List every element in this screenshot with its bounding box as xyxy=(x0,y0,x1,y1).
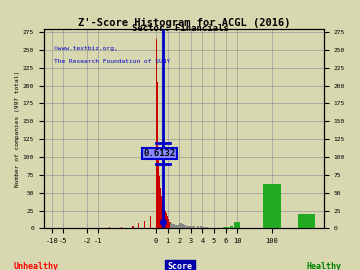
Text: Unhealthy: Unhealthy xyxy=(14,262,58,270)
Bar xyxy=(159,176,160,228)
Bar xyxy=(234,222,240,228)
Bar xyxy=(166,214,167,228)
Bar xyxy=(172,224,175,228)
Bar xyxy=(164,206,165,228)
Bar xyxy=(298,214,315,228)
Title: Z'-Score Histogram for ACGL (2016): Z'-Score Histogram for ACGL (2016) xyxy=(78,18,290,28)
Bar xyxy=(181,224,184,228)
Bar xyxy=(144,221,145,228)
Bar xyxy=(189,226,191,228)
Bar xyxy=(263,184,280,228)
Bar xyxy=(226,227,229,228)
Bar xyxy=(150,216,151,228)
Bar xyxy=(202,227,205,228)
Bar xyxy=(165,211,166,228)
Bar xyxy=(168,219,170,228)
Bar xyxy=(132,226,134,228)
Bar xyxy=(167,216,168,228)
Bar xyxy=(197,226,199,228)
Bar xyxy=(170,222,171,228)
Text: 0.6132: 0.6132 xyxy=(143,149,176,158)
Y-axis label: Number of companies (997 total): Number of companies (997 total) xyxy=(15,70,20,187)
Bar xyxy=(223,227,226,228)
Bar xyxy=(109,227,111,228)
Text: The Research Foundation of SUNY: The Research Foundation of SUNY xyxy=(54,59,170,63)
Bar xyxy=(170,223,172,228)
Bar xyxy=(162,201,164,228)
Bar xyxy=(193,226,195,228)
Bar xyxy=(184,225,186,228)
Bar xyxy=(158,150,159,228)
Bar xyxy=(230,226,233,228)
Bar xyxy=(206,227,208,228)
Bar xyxy=(179,223,181,228)
Bar xyxy=(160,188,161,228)
Text: Sector: Financials: Sector: Financials xyxy=(132,24,228,33)
Text: ©www.textbiz.org,: ©www.textbiz.org, xyxy=(54,46,118,51)
Bar xyxy=(157,82,158,228)
Bar xyxy=(161,196,162,228)
Bar xyxy=(200,226,202,228)
Text: Score: Score xyxy=(167,262,193,270)
Bar xyxy=(156,39,157,228)
Bar xyxy=(138,224,139,228)
Bar xyxy=(175,225,177,228)
Bar xyxy=(121,227,122,228)
Bar xyxy=(191,226,193,228)
Bar xyxy=(177,225,179,228)
Text: Healthy: Healthy xyxy=(306,262,342,270)
Bar xyxy=(186,226,189,228)
